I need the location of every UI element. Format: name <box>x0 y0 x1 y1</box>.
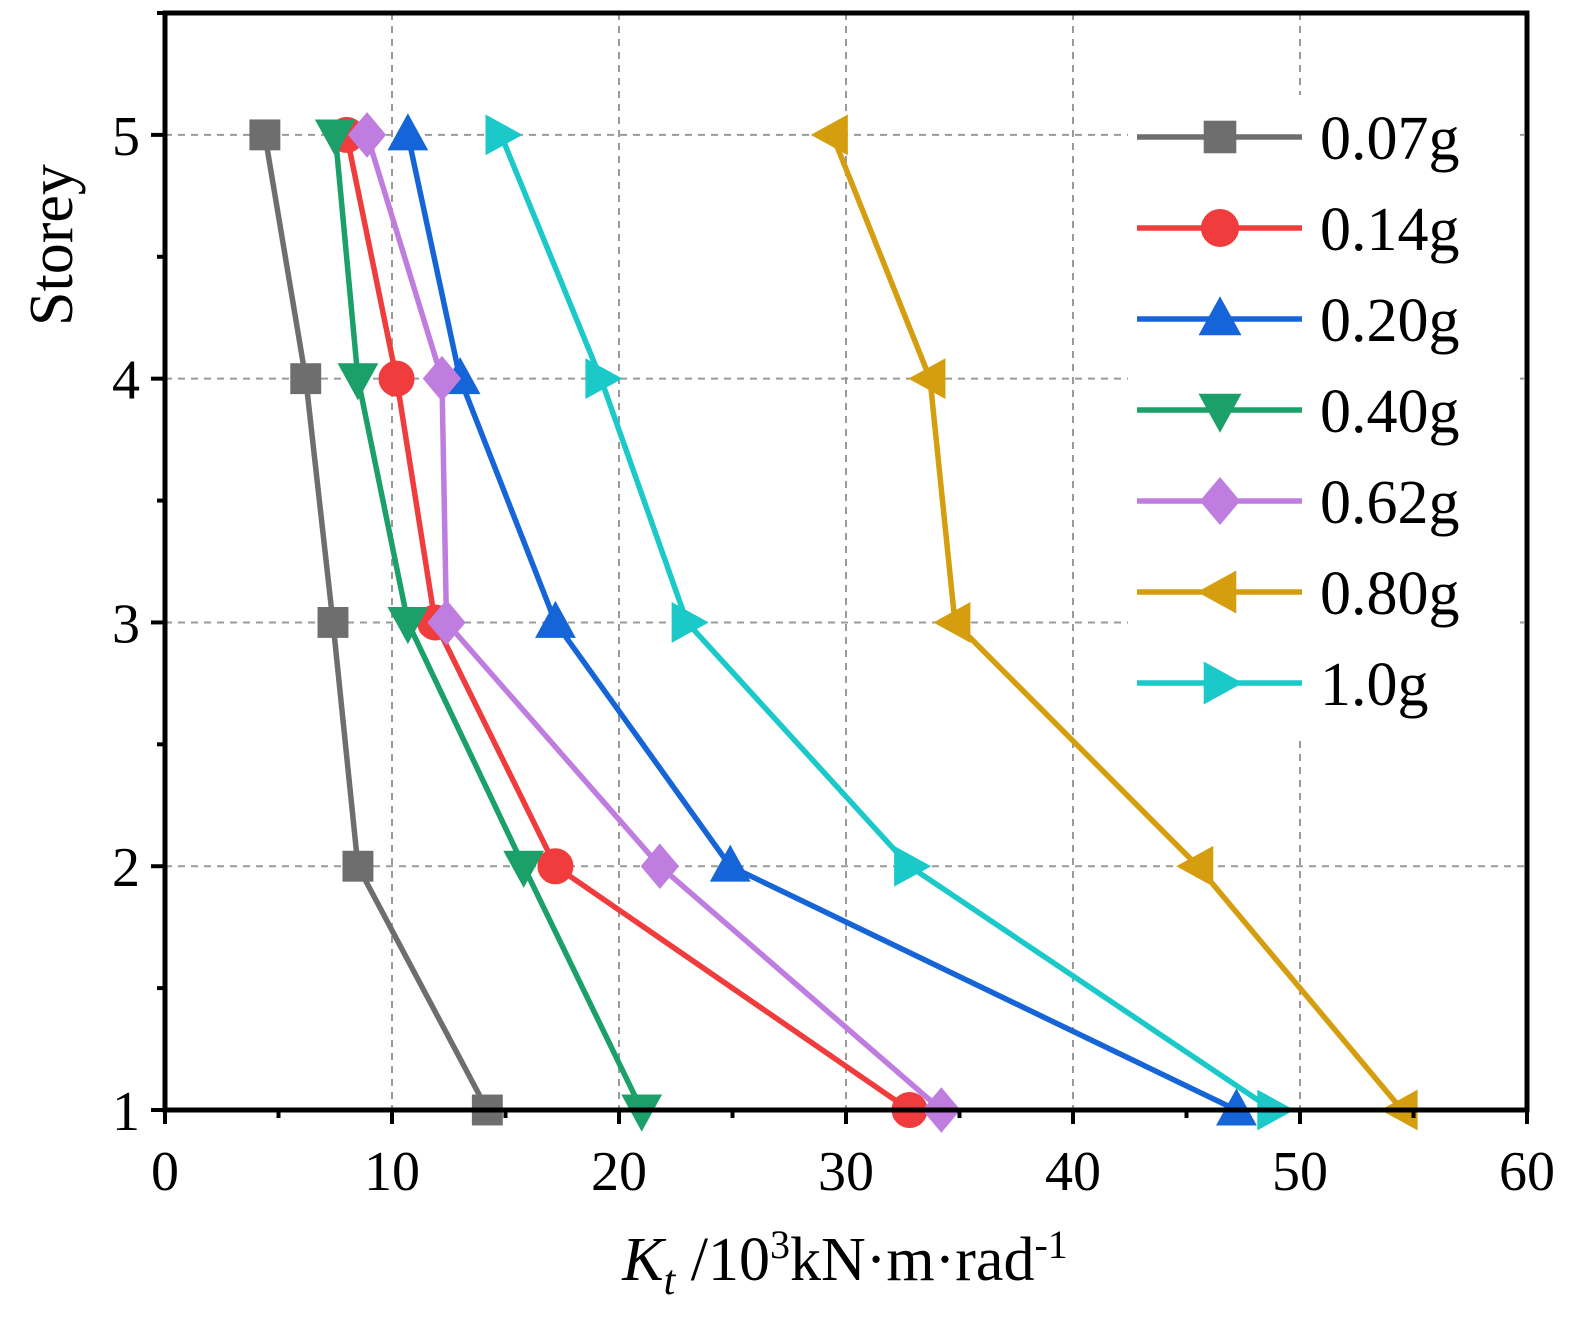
legend-item-0.62g: 0.62g <box>1137 469 1460 537</box>
x-axis-title-symbol: K <box>621 1226 667 1294</box>
data-point <box>585 358 623 400</box>
x-axis-title-units: kN·m·rad <box>790 1226 1034 1294</box>
x-tick-label: 10 <box>364 1141 420 1203</box>
x-axis-title-subscript: t <box>664 1258 677 1304</box>
data-point <box>342 850 374 882</box>
data-point <box>640 843 680 890</box>
data-point <box>347 112 387 158</box>
data-point <box>503 850 545 888</box>
tick-labels: 0 10 20 30 40 50 60 1 2 3 4 5 <box>112 106 1555 1203</box>
legend-marker <box>1203 661 1243 705</box>
legend-box <box>1128 95 1520 735</box>
x-axis-title-superscript-2: -1 <box>1034 1222 1067 1267</box>
series-0.80g <box>810 114 1418 1131</box>
legend-marker <box>1199 476 1241 526</box>
legend-label: 0.20g <box>1320 287 1460 355</box>
data-point <box>537 848 574 885</box>
data-point <box>427 599 466 646</box>
data-point <box>671 602 709 643</box>
y-axis-title: Storey <box>18 164 86 326</box>
legend-item-0.80g: 0.80g <box>1137 560 1460 628</box>
legend-marker <box>1198 393 1242 433</box>
legend-label: 0.40g <box>1320 378 1460 446</box>
legend-label: 0.14g <box>1320 196 1460 264</box>
y-tick-label: 1 <box>112 1081 140 1143</box>
y-tick-label: 5 <box>112 106 140 168</box>
y-tick-label: 3 <box>112 593 140 655</box>
legend-marker <box>1198 296 1242 336</box>
x-tick-label: 40 <box>1045 1141 1101 1203</box>
series-0.40g <box>314 119 663 1132</box>
data-point <box>337 363 379 401</box>
x-axis-title: Kt /103kN·m·rad-1 <box>621 1222 1068 1304</box>
series-1.0g <box>485 114 1295 1131</box>
data-point <box>535 600 576 638</box>
data-point <box>249 119 281 151</box>
data-point <box>378 360 415 397</box>
legend-marker <box>1197 570 1237 614</box>
legend-item-0.14g: 0.14g <box>1137 196 1460 264</box>
legend-label: 0.07g <box>1320 105 1460 173</box>
data-point <box>422 355 462 402</box>
x-tick-label: 30 <box>818 1141 874 1203</box>
data-point <box>908 358 946 400</box>
y-tick-label: 4 <box>112 350 140 412</box>
legend-label: 1.0g <box>1320 651 1429 719</box>
data-point <box>810 114 848 156</box>
x-axis-title-superscript: 3 <box>770 1222 790 1267</box>
data-point <box>894 845 932 887</box>
legend-label: 0.80g <box>1320 560 1460 628</box>
data-point <box>387 113 429 151</box>
x-tick-label: 0 <box>151 1141 179 1203</box>
legend-label: 0.62g <box>1320 469 1460 537</box>
y-tick-label: 2 <box>112 837 140 899</box>
legend-item-0.20g: 0.20g <box>1137 287 1460 355</box>
data-point <box>387 606 429 645</box>
data-point <box>621 1094 663 1132</box>
x-tick-label: 20 <box>591 1141 647 1203</box>
legend-background <box>1128 95 1520 735</box>
data-point <box>290 363 322 395</box>
x-tick-label: 50 <box>1272 1141 1328 1203</box>
legend: 0.07g 0.14g 0.20g 0.40g 0.62g 0.80g 1.0g <box>1137 105 1460 719</box>
legend-item-0.07g: 0.07g <box>1137 105 1460 173</box>
data-point <box>1216 1088 1257 1126</box>
legend-item-1.0g: 1.0g <box>1137 651 1429 719</box>
data-point <box>933 602 971 643</box>
x-tick-label: 60 <box>1499 1141 1555 1203</box>
data-point <box>1176 845 1214 887</box>
x-axis-title-middle: /10 <box>675 1226 770 1294</box>
data-point <box>317 606 349 638</box>
axis-ticks <box>151 11 1529 1124</box>
data-point <box>709 844 751 882</box>
legend-item-0.40g: 0.40g <box>1137 378 1460 446</box>
data-point <box>485 114 523 156</box>
data-point <box>314 119 356 157</box>
legend-marker <box>1201 209 1239 247</box>
legend-marker <box>1203 120 1237 154</box>
